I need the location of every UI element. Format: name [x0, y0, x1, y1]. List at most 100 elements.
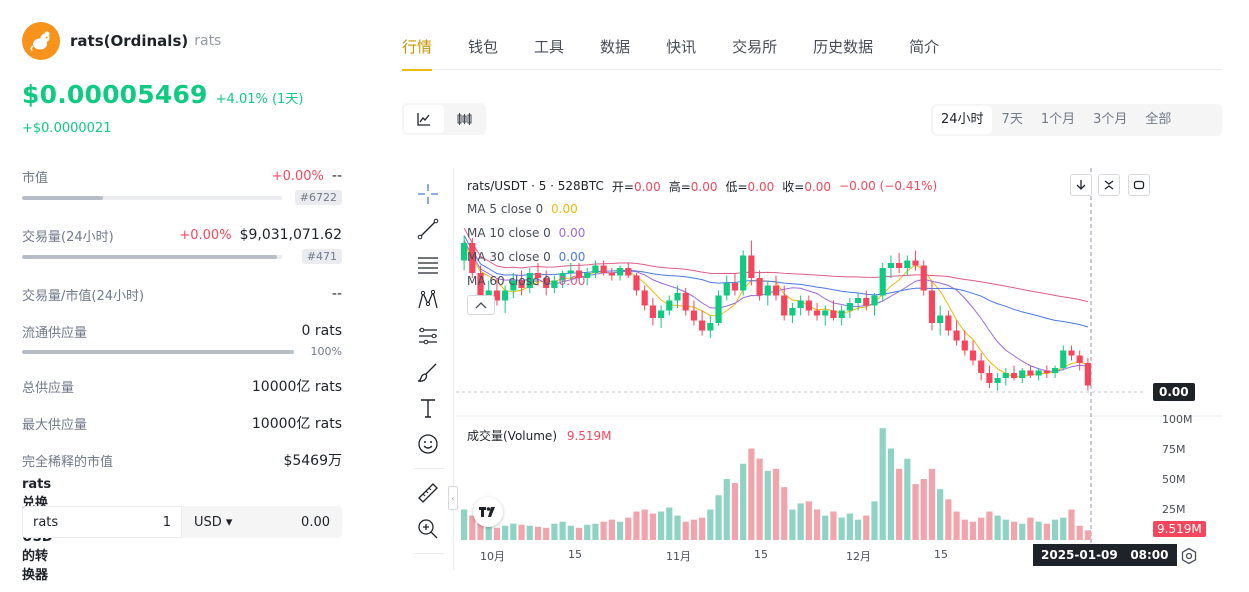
collapse-legend-button[interactable] [467, 295, 495, 315]
volume-bar [469, 515, 476, 540]
candle-body [682, 293, 689, 311]
scroll-to-latest-button[interactable] [1070, 174, 1092, 196]
stat-label: 交易量(24小时) [22, 229, 114, 245]
range-all-button[interactable]: 全部 [1145, 112, 1172, 127]
candle-body [969, 350, 977, 361]
x-axis-tick: 15 [754, 548, 768, 561]
ma30-legend: MA 30 close 0 0.00 [467, 250, 585, 264]
volume-bar [575, 527, 583, 540]
volume-bar [1051, 519, 1059, 540]
candle-body [994, 378, 1001, 383]
stat-pct: +0.00% [271, 168, 324, 184]
range-7d-button[interactable]: 7天 [1001, 112, 1023, 127]
stat-vol-mcap: 交易量/市值(24小时) -- [22, 284, 342, 304]
coin-panel: rats(Ordinals) rats $0.00005469 +4.01% (… [22, 22, 342, 136]
volume-bar [1060, 517, 1067, 540]
volume-bar [1043, 523, 1050, 540]
volume-bar [715, 495, 722, 540]
collapse-icon [1104, 180, 1114, 190]
close-label: 收= [782, 179, 805, 194]
candle-body [469, 243, 476, 273]
settings-gear-icon[interactable] [1180, 547, 1198, 565]
range-3m-button[interactable]: 3个月 [1093, 112, 1128, 127]
progress-bar [22, 195, 282, 200]
volume-bar [1002, 519, 1009, 540]
candle-body [871, 295, 878, 306]
candle-body [674, 293, 681, 301]
brush-tool-icon[interactable] [416, 360, 440, 384]
volume-bar [887, 448, 895, 540]
candle-body [567, 270, 574, 273]
candle-body [937, 315, 944, 323]
ruler-tool-icon[interactable] [416, 481, 440, 505]
candle-body [510, 280, 517, 291]
open-value: 0.00 [633, 179, 661, 194]
price-chart[interactable] [456, 168, 1222, 570]
tab-news[interactable]: 快讯 [666, 38, 697, 56]
volume-bar [707, 509, 714, 540]
emoji-tool-icon[interactable] [416, 432, 440, 456]
volume-bar [1019, 523, 1026, 540]
candle-body [1043, 370, 1050, 373]
tab-history[interactable]: 历史数据 [813, 38, 874, 56]
text-tool-icon[interactable] [416, 396, 440, 420]
volume-bar [756, 458, 763, 540]
zoom-in-tool-icon[interactable] [416, 517, 440, 541]
rat-logo-icon [22, 22, 60, 60]
collapse-chart-button[interactable] [1098, 174, 1120, 196]
fullscreen-button[interactable] [1128, 174, 1150, 196]
stat-fdv: 完全稀释的市值 $5469万 [22, 450, 342, 470]
crosshair-tool-icon[interactable] [416, 182, 440, 206]
stat-value: $5469万 [283, 453, 342, 469]
volume-bar [493, 527, 501, 540]
volume-legend: 成交量(Volume) 9.519M [467, 427, 612, 444]
pattern-tool-icon[interactable] [416, 288, 440, 312]
trend-line-tool-icon[interactable] [416, 217, 440, 241]
drawing-toolbar [410, 168, 454, 570]
candle-body [904, 260, 911, 268]
tab-exchanges[interactable]: 交易所 [732, 38, 778, 56]
fib-retracement-tool-icon[interactable] [416, 253, 440, 277]
volume-axis-tick: 100M [1162, 413, 1193, 426]
rank-badge: #6722 [294, 190, 342, 205]
x-axis-tick: 15 [568, 548, 582, 561]
rank-badge: #471 [301, 249, 342, 264]
volume-bar [978, 517, 985, 540]
candle-body [986, 373, 993, 383]
stat-label: 总供应量 [22, 380, 75, 396]
stat-label: 市值 [22, 170, 49, 186]
tab-market[interactable]: 行情 [402, 22, 433, 71]
tab-wallet[interactable]: 钱包 [468, 38, 499, 56]
volume-bar [477, 521, 484, 540]
tab-tools[interactable]: 工具 [534, 38, 565, 56]
candle-body [608, 273, 615, 276]
high-value: 0.00 [690, 179, 718, 194]
stat-pct: 100% [310, 345, 342, 358]
tradingview-logo[interactable] [473, 497, 503, 527]
ma5-label: MA 5 close 0 [467, 202, 544, 216]
candle-body [1051, 368, 1059, 373]
range-1m-button[interactable]: 1个月 [1040, 112, 1076, 127]
tab-data[interactable]: 数据 [600, 38, 631, 56]
ma10-label: MA 10 close 0 [467, 226, 551, 240]
candle-body [1076, 355, 1083, 363]
currency-select[interactable]: USD ▾ [194, 514, 233, 530]
volume-bar [502, 525, 509, 540]
volume-bar [559, 521, 566, 540]
range-24h-button[interactable]: 24小时 [933, 106, 992, 134]
tab-about[interactable]: 简介 [909, 38, 940, 56]
coin-name: rats(Ordinals) [70, 32, 189, 50]
volume-bar [625, 517, 632, 540]
prediction-tool-icon[interactable] [416, 324, 440, 348]
line-chart-button[interactable] [404, 105, 444, 133]
stat-value: -- [331, 286, 342, 302]
converter-to-input[interactable]: USD ▾ 0.00 [182, 506, 342, 538]
volume-value: 9.519M [566, 429, 612, 443]
volume-bar [690, 519, 698, 540]
converter-from-input[interactable]: rats 1 [22, 506, 182, 538]
candle-body [740, 255, 747, 291]
candle-chart-button[interactable] [444, 105, 484, 133]
collapse-toolbar-handle[interactable]: ‹ [448, 486, 458, 510]
high-label: 高= [668, 179, 691, 194]
candle-body [1010, 373, 1018, 378]
